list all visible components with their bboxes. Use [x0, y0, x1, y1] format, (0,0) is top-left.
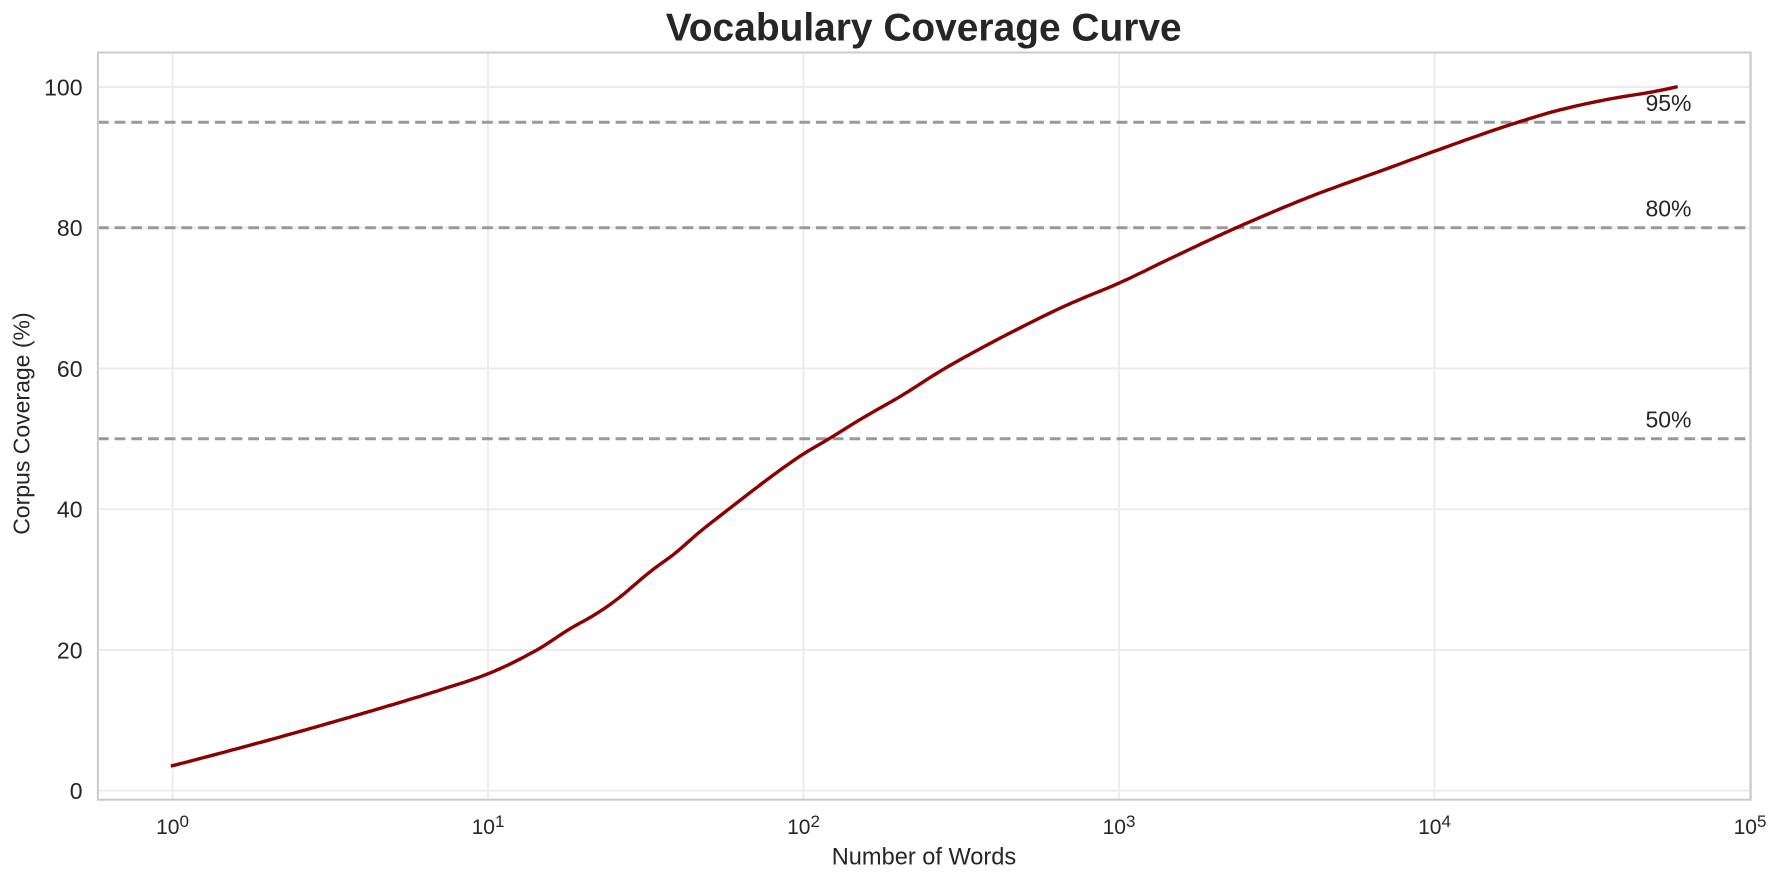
svg-text:Corpus Coverage (%): Corpus Coverage (%) — [8, 312, 34, 534]
svg-text:0: 0 — [70, 778, 83, 804]
svg-text:50%: 50% — [1645, 406, 1691, 432]
svg-text:40: 40 — [57, 497, 83, 523]
svg-text:20: 20 — [57, 637, 83, 663]
svg-text:Number of Words: Number of Words — [832, 845, 1016, 871]
svg-text:60: 60 — [57, 356, 83, 382]
svg-text:80%: 80% — [1645, 195, 1691, 221]
svg-text:100: 100 — [44, 75, 82, 101]
svg-text:80: 80 — [57, 215, 83, 241]
svg-text:102: 102 — [787, 812, 820, 839]
svg-text:Vocabulary Coverage Curve: Vocabulary Coverage Curve — [666, 7, 1182, 50]
svg-text:95%: 95% — [1645, 90, 1691, 116]
